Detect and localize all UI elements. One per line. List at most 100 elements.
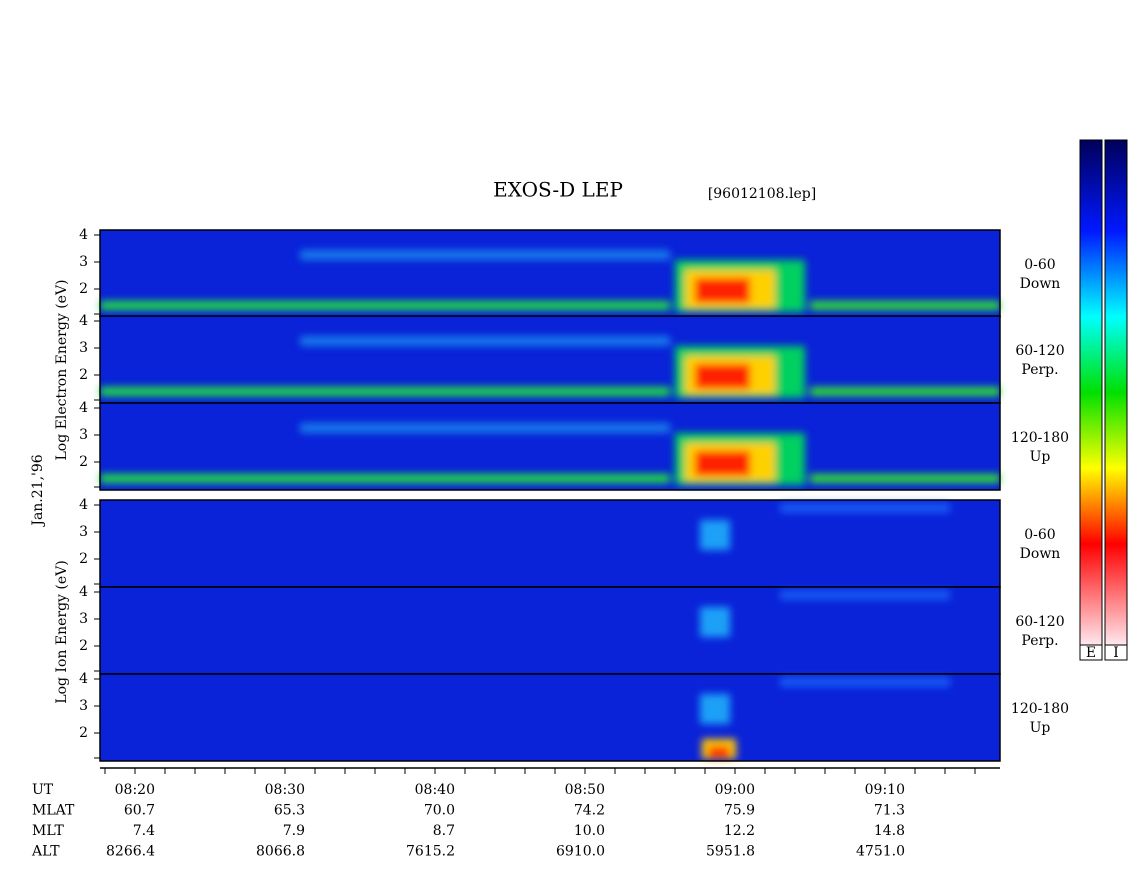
feature bbox=[695, 451, 750, 476]
y-tick-label: 3 bbox=[79, 524, 88, 540]
y-tick-label: 2 bbox=[79, 281, 88, 297]
feature bbox=[300, 336, 670, 346]
ephemeris-value: 71.3 bbox=[874, 803, 905, 819]
panel-frame bbox=[99, 673, 1001, 762]
file-name: [96012108.lep] bbox=[708, 186, 816, 202]
colorbar bbox=[1104, 139, 1128, 646]
ephemeris-value: 6910.0 bbox=[556, 844, 605, 860]
ephemeris-value: 09:10 bbox=[865, 782, 905, 798]
feature bbox=[810, 474, 1000, 483]
feature bbox=[780, 677, 950, 687]
colorbar-box bbox=[1079, 644, 1103, 661]
ephemeris-value: 08:30 bbox=[265, 782, 305, 798]
spectrogram-features bbox=[100, 336, 1000, 398]
ephemeris-value: 5951.8 bbox=[706, 844, 755, 860]
ephemeris-value: 75.9 bbox=[724, 803, 755, 819]
direction-label: Perp. bbox=[1021, 633, 1058, 649]
ephemeris-value: 7.9 bbox=[283, 823, 305, 839]
spectrogram-features bbox=[700, 590, 950, 637]
feature bbox=[700, 520, 730, 550]
feature bbox=[708, 746, 730, 758]
ephemeris-value: 7615.2 bbox=[406, 844, 455, 860]
feature bbox=[300, 250, 670, 260]
ephemeris-value: 7.4 bbox=[133, 823, 155, 839]
feature bbox=[810, 387, 1000, 396]
direction-label: Up bbox=[1030, 720, 1051, 736]
y-tick-label: 4 bbox=[79, 227, 88, 243]
feature bbox=[695, 364, 750, 389]
direction-label: Up bbox=[1030, 449, 1051, 465]
ion-axis-label: Log Ion Energy (eV) bbox=[54, 560, 70, 703]
ephemeris-value: 8066.8 bbox=[256, 844, 305, 860]
ephemeris-label: MLAT bbox=[32, 803, 75, 819]
colorbar-label: E bbox=[1086, 645, 1096, 661]
feature bbox=[780, 590, 950, 600]
feature bbox=[810, 301, 1000, 310]
ephemeris-value: 12.2 bbox=[724, 823, 755, 839]
ephemeris-label: MLT bbox=[32, 823, 64, 839]
ephemeris-value: 65.3 bbox=[274, 803, 305, 819]
pitch-label: 0-60 bbox=[1024, 257, 1055, 273]
y-tick-label: 2 bbox=[79, 367, 88, 383]
y-tick-label: 4 bbox=[79, 497, 88, 513]
feature bbox=[700, 607, 730, 637]
y-tick-label: 3 bbox=[79, 254, 88, 270]
colorbar-label: I bbox=[1113, 645, 1119, 661]
ephemeris-value: 10.0 bbox=[574, 823, 605, 839]
plots: 4 3 2 0-60 Down 4 3 2 60-120 Perp. 4 3 2 120-180 Up 4 3 2… bbox=[31, 227, 1069, 860]
spectrogram-features bbox=[700, 503, 950, 550]
spectrogram bbox=[100, 674, 1000, 761]
direction-label: Down bbox=[1020, 546, 1061, 562]
feature bbox=[100, 474, 670, 483]
y-tick-label: 3 bbox=[79, 340, 88, 356]
ephemeris-value: 70.0 bbox=[424, 803, 455, 819]
y-tick-label: 2 bbox=[79, 551, 88, 567]
spectrogram bbox=[100, 500, 1000, 587]
feature bbox=[100, 301, 670, 310]
spectrogram-features bbox=[100, 423, 1000, 485]
title: EXOS-D LEP bbox=[493, 178, 623, 202]
ephemeris-value: 08:20 bbox=[115, 782, 155, 798]
pitch-label: 0-60 bbox=[1024, 527, 1055, 543]
y-tick-label: 3 bbox=[79, 427, 88, 443]
y-tick-label: 2 bbox=[79, 725, 88, 741]
feature bbox=[695, 278, 750, 303]
electron-axis-label: Log Electron Energy (eV) bbox=[54, 279, 70, 460]
pitch-label: 60-120 bbox=[1015, 343, 1064, 359]
date-label: Jan.21,'96 bbox=[30, 454, 46, 527]
colorbar bbox=[1079, 139, 1103, 646]
colorbar-box bbox=[1104, 644, 1128, 661]
feature bbox=[700, 694, 730, 724]
pitch-label: 60-120 bbox=[1015, 614, 1064, 630]
feature bbox=[780, 503, 950, 513]
ephemeris-label: ALT bbox=[31, 844, 60, 860]
y-tick-label: 4 bbox=[79, 584, 88, 600]
y-tick-label: 4 bbox=[79, 313, 88, 329]
ephemeris-value: 08:50 bbox=[565, 782, 605, 798]
panel-frame bbox=[99, 402, 1001, 491]
y-tick-label: 4 bbox=[79, 400, 88, 416]
direction-label: Perp. bbox=[1021, 362, 1058, 378]
spectrogram-features bbox=[100, 250, 1000, 312]
direction-label: Down bbox=[1020, 276, 1061, 292]
spectrogram bbox=[100, 587, 1000, 674]
ephemeris-label: UT bbox=[32, 782, 54, 798]
ephemeris-value: 08:40 bbox=[415, 782, 455, 798]
y-tick-label: 4 bbox=[79, 671, 88, 687]
ephemeris-value: 8.7 bbox=[433, 823, 455, 839]
feature bbox=[100, 387, 670, 396]
ephemeris-value: 09:00 bbox=[715, 782, 755, 798]
pitch-label: 120-180 bbox=[1011, 430, 1069, 446]
feature bbox=[300, 423, 670, 433]
y-tick-label: 2 bbox=[79, 454, 88, 470]
ephemeris-value: 60.7 bbox=[124, 803, 155, 819]
y-tick-label: 2 bbox=[79, 638, 88, 654]
ephemeris-value: 74.2 bbox=[574, 803, 605, 819]
y-tick-label: 3 bbox=[79, 611, 88, 627]
ephemeris-value: 8266.4 bbox=[106, 844, 155, 860]
ephemeris-value: 4751.0 bbox=[856, 844, 905, 860]
ephemeris-value: 14.8 bbox=[874, 823, 905, 839]
pitch-label: 120-180 bbox=[1011, 701, 1069, 717]
y-tick-label: 3 bbox=[79, 698, 88, 714]
